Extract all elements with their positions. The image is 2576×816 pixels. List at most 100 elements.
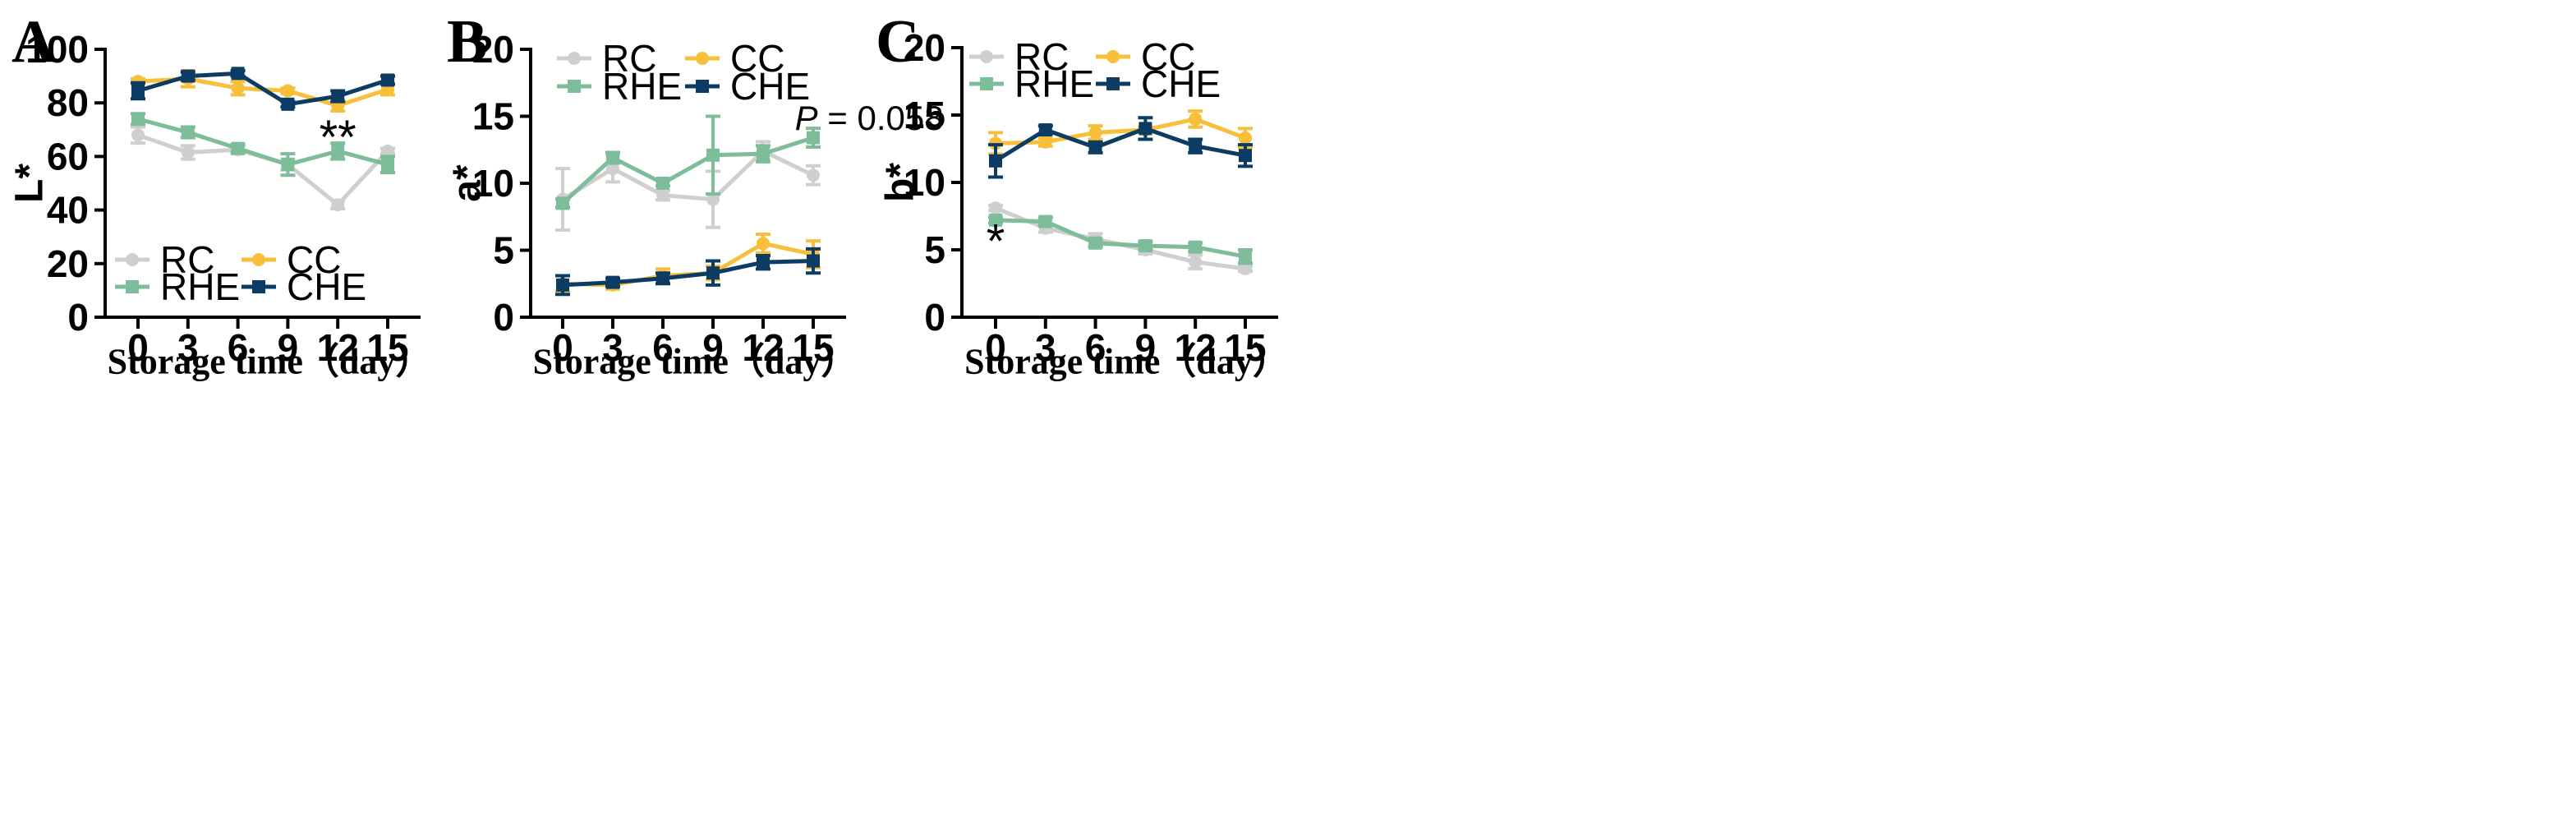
data-point — [706, 192, 720, 206]
legend-marker — [696, 52, 709, 65]
legend-marker — [126, 280, 139, 293]
x-axis-label: Storage time（day） — [964, 342, 1289, 382]
x-tick-label: 0 — [552, 326, 573, 369]
data-point — [281, 84, 295, 98]
y-tick-label: 100 — [25, 28, 89, 71]
series-line — [562, 259, 814, 288]
legend-label: CC — [730, 37, 784, 80]
x-tick-label: 6 — [228, 326, 249, 369]
y-tick-label: 10 — [472, 162, 514, 205]
series-line — [994, 126, 1246, 163]
data-point — [131, 84, 145, 98]
series-line — [995, 205, 1246, 271]
data-point — [381, 73, 394, 87]
data-point — [331, 90, 345, 104]
data-point — [1189, 240, 1203, 254]
data-point — [1189, 139, 1203, 153]
y-tick-label: 80 — [47, 81, 89, 124]
series-rhe — [555, 114, 821, 210]
legend-marker — [252, 280, 265, 293]
legend-marker — [126, 253, 139, 266]
series-line — [561, 136, 814, 205]
data-point — [1088, 236, 1102, 250]
data-point — [1239, 149, 1252, 163]
significance-marker: ** — [320, 111, 356, 164]
legend-marker — [568, 52, 581, 65]
data-point — [656, 271, 669, 285]
data-point — [606, 151, 619, 165]
data-point — [989, 201, 1002, 215]
data-point — [1038, 135, 1052, 149]
legend-label: RC — [1014, 35, 1069, 78]
legend-label: RHE — [1014, 62, 1094, 105]
x-tick-label: 12 — [317, 326, 359, 369]
x-axis-label: Storage time（day） — [533, 342, 858, 382]
y-tick-label: 15 — [904, 94, 945, 136]
x-tick-label: 9 — [278, 326, 299, 369]
data-point — [231, 141, 245, 155]
x-tick-label: 6 — [652, 326, 674, 369]
data-point — [181, 145, 195, 159]
series-line — [561, 149, 815, 202]
x-tick-label: 3 — [1035, 326, 1056, 369]
legend-label: RC — [602, 37, 656, 80]
data-point — [1239, 261, 1252, 275]
data-point — [1138, 239, 1152, 253]
data-point — [181, 126, 195, 140]
data-point — [1088, 126, 1102, 140]
y-tick-label: 5 — [493, 229, 514, 272]
x-tick-label: 15 — [1224, 326, 1266, 369]
series-rhe — [131, 112, 395, 177]
data-point — [757, 147, 770, 161]
y-tick-label: 20 — [47, 242, 89, 285]
series-che — [555, 247, 821, 297]
series-line — [995, 117, 1246, 145]
legend-marker — [980, 77, 993, 90]
data-point — [1189, 112, 1203, 126]
data-point — [331, 144, 345, 158]
data-point — [231, 81, 245, 95]
p-value-text: = 0.058 — [818, 99, 944, 137]
y-tick-label: 0 — [493, 296, 514, 339]
data-point — [556, 196, 569, 210]
legend-label: CHE — [1141, 62, 1221, 105]
data-point — [807, 254, 820, 268]
data-point — [331, 198, 345, 212]
y-tick-label: 20 — [472, 28, 514, 71]
data-point — [656, 177, 669, 190]
x-tick-label: 3 — [177, 326, 199, 369]
y-tick-label: 40 — [47, 189, 89, 232]
legend-marker — [568, 80, 581, 93]
y-tick-label: 60 — [47, 135, 89, 177]
data-point — [556, 278, 569, 292]
data-point — [807, 131, 820, 145]
data-point — [131, 112, 145, 126]
y-tick-label: 0 — [924, 296, 945, 339]
series-line — [995, 218, 1246, 259]
data-point — [1239, 131, 1252, 145]
legend-label: RC — [160, 238, 214, 281]
legend-marker — [1106, 50, 1120, 63]
x-tick-label: 9 — [702, 326, 724, 369]
legend-label: CC — [287, 238, 341, 281]
data-point — [606, 275, 619, 289]
series-line — [137, 71, 389, 107]
panel-letter: A — [12, 8, 55, 76]
legend-label: RHE — [160, 265, 240, 308]
data-point — [381, 158, 394, 172]
annotation-p-value: P = 0.058 — [795, 99, 944, 137]
data-point — [131, 128, 145, 142]
data-point — [989, 213, 1002, 227]
x-tick-label: 15 — [366, 326, 408, 369]
data-point — [706, 148, 720, 162]
data-point — [757, 237, 770, 251]
legend-label: CC — [1141, 35, 1195, 78]
x-tick-label: 3 — [602, 326, 623, 369]
legend-label: CHE — [287, 265, 366, 308]
